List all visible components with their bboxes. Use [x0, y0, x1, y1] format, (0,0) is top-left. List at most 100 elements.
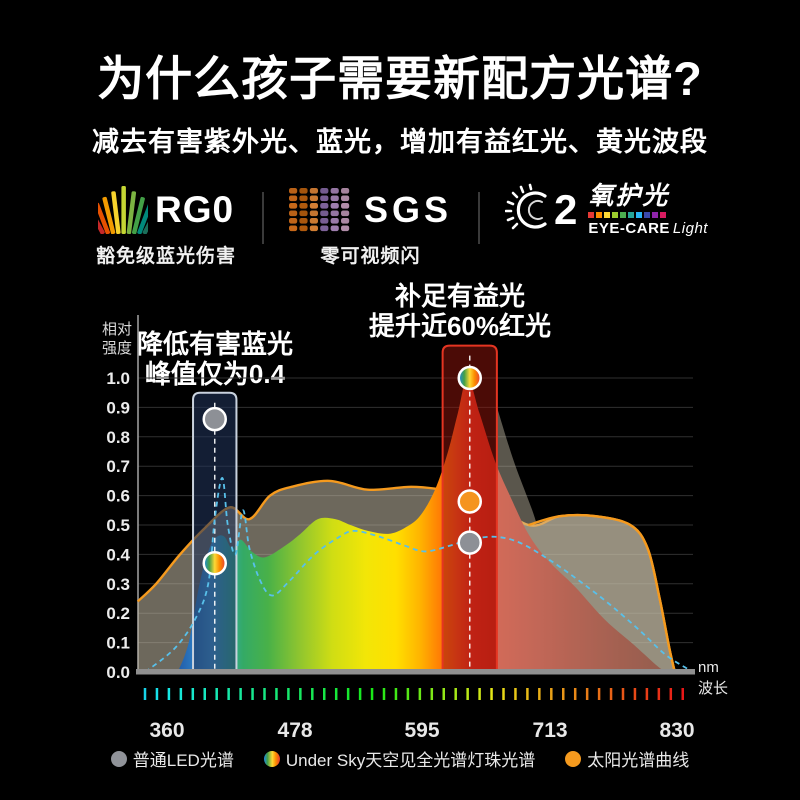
- y-tick-label: 0.5: [106, 516, 130, 535]
- grid-dot: [299, 203, 308, 209]
- rg0-caption: 豁免级蓝光伤害: [96, 246, 237, 267]
- y-tick-label: 0.9: [106, 398, 130, 417]
- grid-dot: [330, 188, 339, 194]
- badge-divider: [477, 192, 480, 244]
- grid-dot: [299, 188, 308, 194]
- annotation-red-light: 补足有益光 提升近60%红光: [368, 281, 552, 342]
- sun-spectrum-curve-right: [528, 513, 676, 673]
- y-tick-label: 0.6: [106, 487, 130, 506]
- grid-dot: [341, 203, 350, 209]
- badge-divider: [261, 192, 264, 244]
- grid-dot: [341, 210, 350, 217]
- grid-dot: [330, 203, 339, 209]
- y-tick-label: 0.4: [106, 545, 130, 564]
- led-spectrum-curve: [144, 477, 693, 673]
- grid-dot: [330, 218, 339, 224]
- marker-dot-rainbow: [202, 550, 227, 576]
- legend-dot-rainbow: [263, 750, 280, 767]
- rg0-logo-text: RG0: [154, 189, 235, 230]
- marker-dot-gray: [202, 406, 227, 432]
- spectrum-chart: 360 478 595 713 830 1.0 0.9 0.8 0.7 0.6 0.5 0.4 0.3 0…: [106, 315, 728, 742]
- page-title: 为什么孩子需要新配方光谱?: [97, 52, 703, 105]
- legend-dot-orange: [565, 750, 582, 767]
- annotation-blue-light: 降低有害蓝光 峰值仅为0.4: [136, 329, 293, 390]
- grid-dot: [289, 203, 298, 209]
- fan-stripe: [126, 191, 137, 234]
- unit-label-nm: nm: [698, 659, 719, 676]
- x-tick-label: 830: [659, 719, 694, 742]
- grid-dot: [320, 225, 329, 232]
- grid-dot: [309, 218, 319, 224]
- grid-dot: [299, 218, 308, 224]
- y-tick-label: 0.0: [106, 663, 130, 682]
- chart-legend: 普通LED光谱 Under Sky天空见全光谱灯珠光谱 太阳光谱曲线: [0, 746, 800, 771]
- marker-dot-rainbow: [457, 365, 482, 391]
- grid-dot: [289, 218, 298, 224]
- spectrum-square: [596, 212, 603, 219]
- spectrum-square: [660, 212, 667, 219]
- fan-stripe: [111, 191, 121, 234]
- eyecare-subtitle: EYE-CARE Light: [588, 220, 708, 238]
- spectrum-square: [652, 212, 659, 219]
- y-axis-title: 相对 强度: [101, 321, 132, 357]
- fan-stripe: [137, 202, 148, 234]
- grid-dot: [289, 225, 298, 232]
- x-axis-baseline: [136, 669, 695, 675]
- grid-dot: [309, 225, 319, 232]
- y-tick-label: 0.1: [106, 634, 130, 653]
- grid-dot: [309, 203, 319, 209]
- x-axis-title: 波长: [698, 680, 728, 697]
- grid-dot: [330, 195, 339, 202]
- grid-dot: [341, 195, 350, 202]
- spectrum-squares: [588, 212, 667, 219]
- fan-stripe: [121, 186, 126, 234]
- grid-dot: [299, 195, 308, 202]
- badge-rg0: RG0 豁免级蓝光伤害: [96, 184, 236, 268]
- sun-rays: [505, 183, 533, 230]
- y-tick-label: 0.2: [106, 604, 130, 623]
- grid-dot: [341, 218, 350, 224]
- grid-dot: [320, 195, 329, 202]
- badge-eyecare: 2 氧护光 EYE-CARE Light: [505, 183, 708, 238]
- y-tick-label: 1.0: [106, 369, 130, 388]
- legend-item: 普通LED光谱: [110, 746, 234, 771]
- grid-dot: [320, 188, 329, 194]
- legend-label: 太阳光谱曲线: [587, 751, 690, 770]
- grid-dot: [309, 195, 319, 202]
- spectrum-square: [588, 212, 595, 219]
- grid-dot: [320, 218, 329, 224]
- sun-icon: [505, 183, 547, 230]
- certification-badges: RG0 豁免级蓝光伤害 SGS 零可视频闪: [96, 183, 708, 268]
- eyecare-digit: 2: [554, 186, 578, 233]
- grid-dot: [309, 188, 319, 194]
- fan-stripe: [102, 196, 116, 234]
- undersky-spectrum-area: [177, 378, 667, 672]
- spectrum-square: [628, 212, 635, 219]
- fan-stripe: [97, 202, 110, 234]
- fan-stripe: [97, 208, 105, 234]
- sun-area-right-overlay: [497, 407, 675, 672]
- rainbow-fan-icon: [97, 186, 148, 234]
- badge-sgs: SGS 零可视频闪: [289, 184, 452, 268]
- grid-dot: [299, 225, 308, 232]
- y-tick-label: 0.8: [106, 428, 130, 447]
- legend-label: Under Sky天空见全光谱灯珠光谱: [285, 751, 536, 770]
- dot-grid-icon: [289, 188, 350, 232]
- spectrum-square: [620, 212, 627, 219]
- spectrum-square: [636, 212, 643, 219]
- grid-dot: [341, 188, 350, 194]
- grid-dot: [330, 210, 339, 217]
- grid-dot: [289, 195, 298, 202]
- legend-item: Under Sky天空见全光谱灯珠光谱: [263, 746, 536, 771]
- spectrum-square: [644, 212, 651, 219]
- y-tick-label: 0.3: [106, 575, 130, 594]
- fan-stripe: [142, 208, 148, 234]
- page-subtitle: 减去有害紫外光、蓝光，增加有益红光、黄光波段: [92, 127, 708, 157]
- grid-dot: [309, 210, 319, 217]
- x-tick-label: 478: [278, 719, 313, 742]
- legend-item: 太阳光谱曲线: [565, 746, 689, 771]
- grid-dot: [289, 210, 298, 217]
- grid-dot: [330, 225, 339, 232]
- spectrum-square: [612, 212, 619, 219]
